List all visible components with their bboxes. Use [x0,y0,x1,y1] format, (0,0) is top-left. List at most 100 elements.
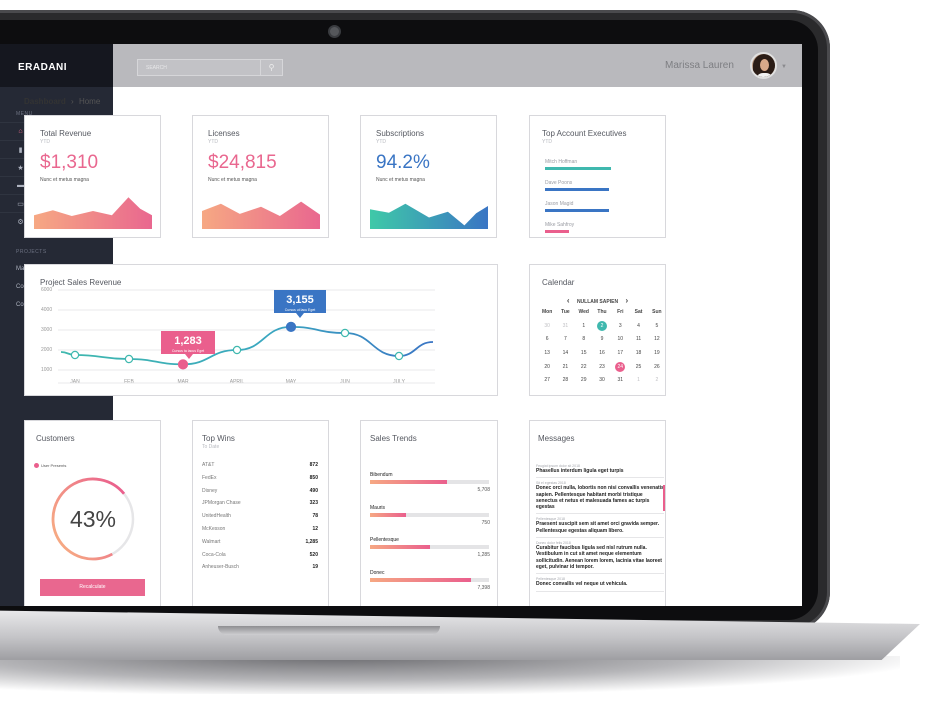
calendar-day[interactable]: 19 [648,348,666,358]
calendar-day[interactable]: 30 [593,375,611,385]
table-row[interactable]: JPMorgan Chase 323 [202,500,318,513]
table-row[interactable]: Walmart 1,285 [202,539,318,552]
calendar-day[interactable]: 2 [648,375,666,385]
calendar-day[interactable]: 14 [556,348,574,358]
sales-data-point[interactable] [394,351,404,361]
calendar-day[interactable]: 15 [575,348,593,358]
calendar-day[interactable]: 30 [538,321,556,331]
kpi-card-total-revenue[interactable]: Total Revenue YTD $1,310 Nunc et metus magn… [24,115,161,238]
message-item[interactable]: Donec dolor felis 2018 Curabitur faucibus… [536,538,664,575]
calendar-day[interactable]: 2 [593,320,611,331]
calendar-weekday: Wed [578,309,589,315]
sales-data-point[interactable] [232,345,242,355]
calendar-day[interactable]: 12 [648,334,666,344]
card-title: Messages [538,434,575,443]
calendar-day[interactable]: 11 [629,334,647,344]
prev-month-chevron-left-icon[interactable]: ‹ [566,296,570,305]
calendar-day-number: 14 [562,350,569,357]
laptop-notch [218,626,440,635]
calendar-day[interactable]: 27 [538,375,556,385]
calendar-day[interactable]: 10 [611,334,629,344]
calendar-day-number: 27 [544,377,550,384]
table-row[interactable]: AT&T 872 [202,462,318,475]
search-box: ⚲ [137,59,283,76]
calendar-day[interactable]: 18 [629,348,647,358]
table-row[interactable]: FedEx 850 [202,475,318,488]
sales-data-point[interactable] [285,321,297,333]
recalculate-button[interactable]: Recalculate [40,579,145,596]
x-tick-label: JULY [393,379,405,385]
y-tick-label: 6000 [41,287,53,293]
calendar-day[interactable]: 8 [575,334,593,344]
message-meta: Pellentesque 2018 [536,577,565,582]
message-item[interactable]: Pellentesque 2018 Donec convallis vel neq… [536,574,664,592]
home-icon: ⌂ [18,128,23,135]
table-row[interactable]: Disney 490 [202,488,318,501]
message-item[interactable]: Pellentesque 2018 Praesent suscipit sem s… [536,514,664,539]
calendar-day[interactable]: 3 [611,321,629,331]
message-text: Donec orci nulla, lobortis non nisi conv… [536,485,664,511]
calendar-day[interactable]: 23 [593,362,611,372]
calendar-day[interactable]: 21 [556,362,574,372]
x-tick-label: APRIL [229,379,245,385]
table-row[interactable]: Coca-Cola 520 [202,552,318,565]
calendar-day-number: 23 [599,363,605,370]
search-input[interactable] [138,60,260,75]
search-icon: ⚲ [268,63,275,72]
kpi-card-subscriptions[interactable]: Subscriptions YTD 94.2% Nunc et metus magna [360,115,497,238]
calendar-day[interactable]: 28 [556,375,574,385]
sales-data-point[interactable] [70,350,80,360]
calendar-day[interactable]: 24 [611,361,629,372]
user-name[interactable]: Marissa Lauren [665,60,734,71]
calendar-day[interactable]: 31 [556,321,574,331]
calendar-day[interactable]: 1 [575,321,593,331]
calendar-day-number: 28 [562,377,569,384]
callout-high-label: Cursus ut lacu Eget [284,308,316,312]
breadcrumb-root[interactable]: Dashboard [24,97,66,106]
calendar-day[interactable]: 9 [593,334,611,344]
avatar[interactable] [750,52,777,79]
card-title: Top Wins [202,434,235,443]
calendar-day[interactable]: 20 [538,362,556,372]
user-menu-chevron-down-icon[interactable]: ▼ [781,64,787,70]
messages-scrollbar[interactable] [663,485,665,511]
calendar-day[interactable]: 4 [629,321,647,331]
calendar-day[interactable]: 7 [556,334,574,344]
sales-data-point[interactable] [177,359,189,370]
executive-name[interactable]: Mike Sahfroy [545,222,575,228]
callout-low: 1,283 Cursus ta lacus Eget [161,331,215,354]
calendar-weekday: Fri [617,309,624,315]
message-item[interactable]: Feugiat ipsum dolor sit 2018 Phasellus in… [536,461,664,479]
message-item[interactable]: Sit el egestas 2018 Donec orci nulla, lob… [536,478,664,515]
calendar-day[interactable]: 26 [648,362,666,372]
executive-name[interactable]: Jason Magid [545,201,574,207]
kpi-card-licenses[interactable]: Licenses YTD $24,815 Nunc et metus magna [192,115,329,238]
calendar-day-number: 17 [617,350,624,357]
calendar-day[interactable]: 17 [611,348,629,358]
next-month-chevron-right-icon[interactable]: › [625,296,629,305]
brand-logo[interactable]: ERADANI [0,44,113,87]
calendar-day-number: 31 [562,322,569,329]
messages-list[interactable]: Feugiat ipsum dolor sit 2018 Phasellus in… [536,461,664,606]
sales-data-point[interactable] [340,328,350,338]
calendar-day[interactable]: 31 [611,375,629,385]
calendar-day[interactable]: 13 [538,348,556,358]
executive-name[interactable]: Mitch Hoffman [545,159,578,165]
calendar-day-number: 2 [655,377,659,384]
message-text: Phasellus interdum ligula eget turpis [536,468,624,474]
calendar-card: Calendar ‹ NULLAM SAPIEN › Mon Tue Wed Thu F… [529,264,666,396]
table-row[interactable]: McKesson 12 [202,526,318,539]
sales-data-point[interactable] [124,354,134,364]
calendar-day[interactable]: 6 [538,334,556,344]
calendar-day[interactable]: 22 [575,362,593,372]
table-row[interactable]: UnitedHealth 78 [202,513,318,526]
calendar-day[interactable]: 16 [593,348,611,358]
calendar-day[interactable]: 25 [629,362,647,372]
executive-name[interactable]: Dave Poons [545,180,573,186]
search-button[interactable]: ⚲ [260,60,282,75]
calendar-day[interactable]: 1 [629,375,647,385]
y-tick-label: 1000 [41,367,53,373]
table-row[interactable]: Anheuser-Busch 19 [202,564,318,577]
calendar-day[interactable]: 5 [648,321,666,331]
calendar-day[interactable]: 29 [575,375,593,385]
